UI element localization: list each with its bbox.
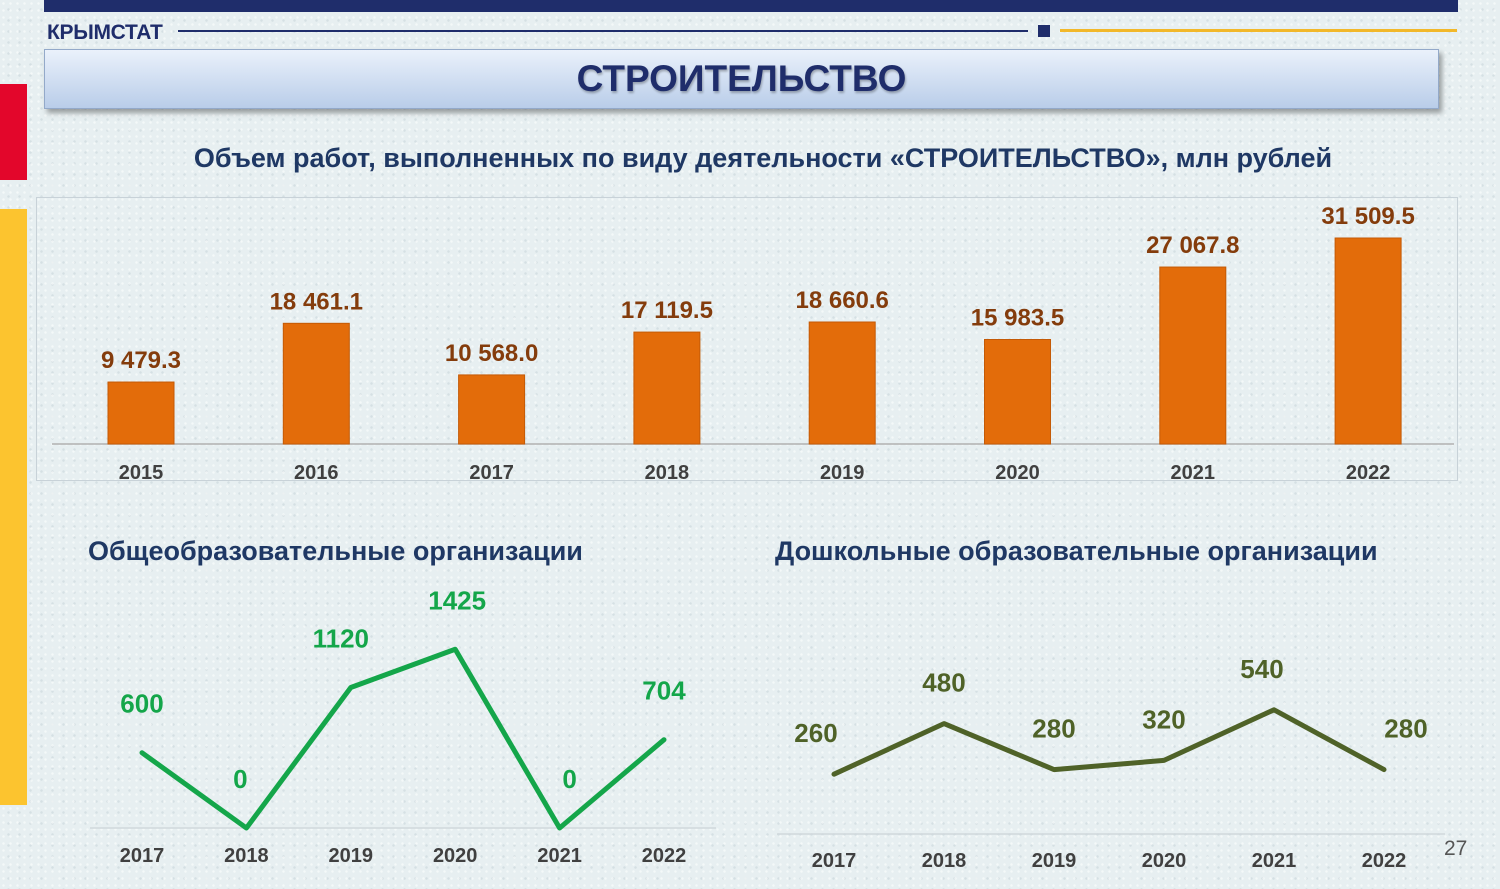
x-tick-label: 2021 [1171,462,1216,484]
data-point-label: 0 [233,764,247,794]
x-tick-label: 2022 [1346,462,1391,484]
data-point-label: 0 [562,764,576,794]
line-chart-preschools-title: Дошкольные образовательные организации [775,536,1378,566]
x-tick-label: 2016 [294,462,339,484]
data-point-label: 280 [1032,714,1075,744]
bar-value-label: 15 983.5 [971,305,1064,332]
bar [1159,266,1227,445]
bar-value-label: 10 568.0 [445,340,538,367]
data-point-label: 480 [922,668,965,698]
series-line [831,707,1387,777]
bar [1334,237,1402,445]
bar [984,339,1051,445]
bar-value-label: 27 067.8 [1146,232,1239,259]
x-tick-label: 2018 [645,462,690,484]
bar-chart: 9 479.3 2015 18 461.1 2016 10 568.0 2017 17 11… [52,203,1454,484]
bar [107,381,175,445]
x-tick-label: 2017 [120,845,165,867]
line-chart-schools: 600 2017 0 2018 1120 2019 1425 2020 0 2021 704 2022 [90,585,716,867]
x-tick-label: 2020 [995,462,1040,484]
x-tick-label: 2021 [1252,850,1297,872]
data-point-label: 704 [642,676,686,706]
x-tick-label: 2018 [922,850,967,872]
data-point-label: 320 [1142,704,1185,734]
bar [808,321,876,445]
data-point-label: 280 [1384,714,1427,744]
x-tick-label: 2021 [537,845,582,867]
header-rule-right [1060,29,1457,32]
bar [458,374,526,445]
data-point-label: 1120 [313,624,369,654]
bar-chart-title: Объем работ, выполненных по виду деятель… [193,143,1333,173]
bar [633,331,701,445]
bar-value-label: 31 509.5 [1321,203,1414,230]
title-banner: СТРОИТЕЛЬСТВО [44,49,1439,109]
data-point-label: 600 [120,689,163,719]
page-number: 27 [1444,837,1468,860]
line-chart-preschools: 260 2017 480 2018 280 2019 320 2020 540 2021 280 20… [777,654,1445,872]
series-line [139,646,667,831]
header-rule-left [178,30,1028,32]
bar-value-label: 18 660.6 [795,287,888,314]
x-tick-label: 2020 [1142,850,1187,872]
bar-value-label: 17 119.5 [621,297,713,324]
x-tick-label: 2019 [1032,850,1077,872]
page-title: СТРОИТЕЛЬСТВО [576,58,907,99]
bar-value-label: 18 461.1 [270,288,363,315]
x-tick-label: 2022 [642,845,687,867]
x-tick-label: 2019 [820,462,865,484]
data-point-label: 260 [794,718,837,748]
x-tick-label: 2017 [812,850,857,872]
bar-chart-frame [36,197,1458,481]
brand-name: КРЫМСТАТ [47,21,163,44]
data-point-label: 1425 [428,585,486,615]
header-rule-square [1038,25,1050,37]
side-accent-red [0,84,27,180]
x-tick-label: 2018 [224,845,269,867]
x-tick-label: 2017 [469,462,514,484]
bar-value-label: 9 479.3 [101,347,181,374]
x-tick-label: 2022 [1362,850,1407,872]
side-accent-yellow [0,209,27,805]
bar [282,322,350,445]
top-bar [44,0,1458,12]
line-chart-schools-title: Общеобразовательные организации [88,536,583,566]
x-tick-label: 2020 [433,845,478,867]
data-point-label: 540 [1240,654,1283,684]
x-tick-label: 2019 [329,845,374,867]
x-tick-label: 2015 [119,462,164,484]
